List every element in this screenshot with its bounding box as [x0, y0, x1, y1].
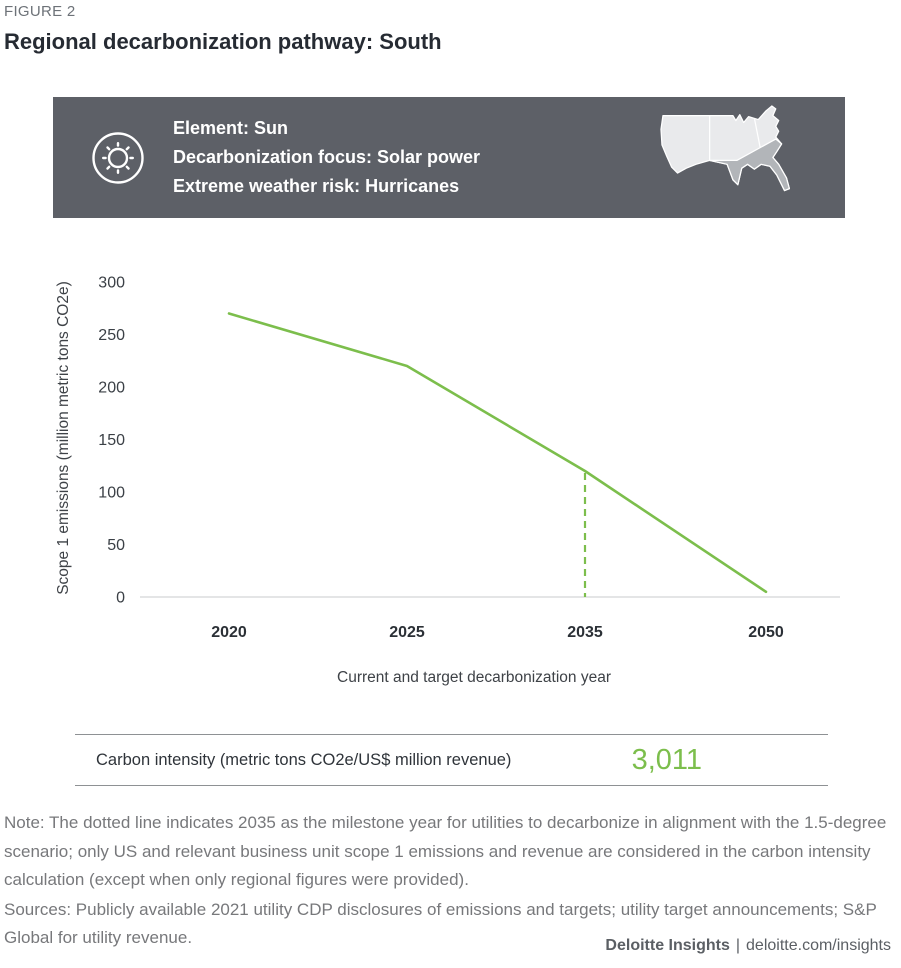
x-tick-label: 2035 [567, 624, 603, 641]
footer-site: deloitte.com/insights [746, 937, 891, 954]
us-map-south-icon [649, 104, 815, 211]
carbon-intensity-value: 3,011 [631, 744, 702, 776]
sun-icon [90, 130, 146, 186]
banner-line-focus: Decarbonization focus: Solar power [173, 147, 481, 167]
y-tick-label: 100 [98, 485, 125, 502]
figure-label: FIGURE 2 [4, 3, 76, 20]
y-tick-label: 0 [116, 590, 125, 607]
footer-separator: | [735, 937, 741, 954]
us-map-region-borders [708, 115, 761, 161]
y-tick-label: 300 [98, 275, 125, 292]
region-banner: Element: Sun Decarbonization focus: Sola… [53, 97, 845, 218]
footer-brand: Deloitte Insights [605, 937, 730, 954]
banner-line-element: Element: Sun [173, 118, 289, 138]
page-title: Regional decarbonization pathway: South [4, 29, 442, 54]
x-tick-label: 2025 [389, 624, 425, 641]
emissions-line-chart: Scope 1 emissions (million metric tons C… [55, 275, 840, 686]
note-text: Note: The dotted line indicates 2035 as … [4, 813, 887, 889]
y-tick-label: 50 [107, 537, 125, 554]
y-axis-label: Scope 1 emissions (million metric tons C… [55, 281, 72, 595]
x-tick-labels: 2020 2025 2035 2050 [211, 624, 784, 641]
y-tick-label: 200 [98, 380, 125, 397]
y-tick-labels: 0 50 100 150 200 250 300 [98, 275, 125, 607]
x-tick-label: 2050 [748, 624, 784, 641]
carbon-intensity-row: Carbon intensity (metric tons CO2e/US$ m… [75, 734, 828, 786]
banner-line-risk: Extreme weather risk: Hurricanes [173, 176, 460, 196]
x-tick-label: 2020 [211, 624, 247, 641]
emissions-line [227, 312, 768, 594]
us-map-south-region [708, 138, 791, 192]
footer: Deloitte Insights | deloitte.com/insights [605, 937, 891, 955]
banner-text: Element: Sun Decarbonization focus: Sola… [173, 114, 480, 201]
y-tick-label: 250 [98, 327, 125, 344]
y-tick-label: 150 [98, 432, 125, 449]
x-axis-label: Current and target decarbonization year [337, 669, 611, 686]
carbon-intensity-label: Carbon intensity (metric tons CO2e/US$ m… [96, 751, 512, 769]
sources-text: Sources: Publicly available 2021 utility… [4, 899, 877, 948]
